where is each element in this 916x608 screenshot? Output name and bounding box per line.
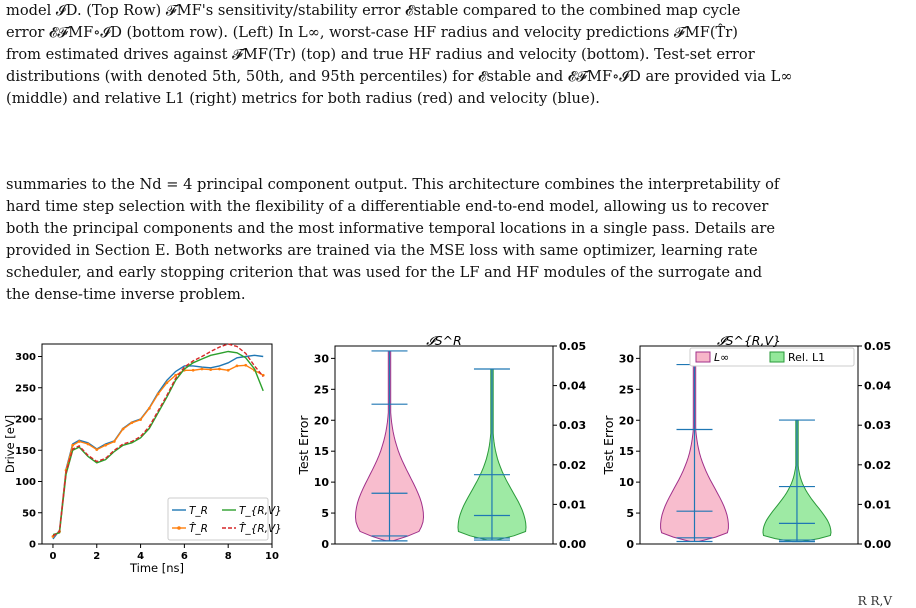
series-point [209, 368, 213, 372]
y-tick-label: 50 [22, 508, 36, 519]
y2-tick-label: 0.03 [864, 419, 891, 432]
y-tick-label: 300 [15, 352, 36, 363]
y-tick-label: 5 [321, 507, 329, 520]
y-tick-label: 0 [626, 538, 634, 551]
paragraph-line: provided in Section E. Both networks are… [6, 242, 758, 259]
legend-label: T̂_R [189, 522, 208, 535]
plot-frame [639, 345, 859, 545]
series-point [191, 368, 195, 372]
y2-tick-label: 0.00 [559, 538, 586, 551]
y-tick-label: 30 [619, 352, 635, 365]
series-point [121, 427, 125, 431]
y2-tick-label: 0.03 [559, 419, 586, 432]
y-tick-label: 15 [619, 445, 634, 458]
series-point [235, 364, 239, 368]
series-point [156, 392, 160, 396]
caption-line: error 𝓔𝓕MF∘𝓘D (bottom row). (Left) In L∞… [6, 24, 738, 41]
x-axis-label: Time [ns] [129, 561, 184, 575]
series-point [95, 448, 99, 452]
y-tick-label: 25 [314, 383, 329, 396]
paragraph-line: the dense-time inverse problem. [6, 286, 246, 303]
series-point [86, 442, 90, 446]
paragraph-line: hard time step selection with the flexib… [6, 198, 769, 215]
y-tick-label: 10 [619, 476, 635, 489]
x-tick-label: 6 [181, 551, 188, 562]
x-tick-label: 4 [137, 551, 144, 562]
chart-title: 𝓘S^R [426, 334, 462, 348]
y2-tick-label: 0.01 [864, 498, 891, 511]
series-point [130, 421, 134, 425]
series-point [71, 443, 75, 447]
series-point [112, 440, 116, 443]
y-tick-label: 5 [626, 507, 634, 520]
y2-tick-label: 0.04 [559, 380, 586, 393]
legend-marker [177, 526, 181, 530]
x-tick-label: 2 [93, 551, 100, 562]
figure-caption: model 𝓘D. (Top Row) 𝓕MF's sensitivity/st… [6, 0, 910, 110]
legend-label-l1: Rel. L1 [788, 351, 825, 364]
series-point [174, 373, 178, 377]
y-tick-label: 20 [314, 414, 330, 427]
x-tick-label: 8 [225, 551, 232, 562]
y-tick-label: 200 [15, 415, 36, 426]
caption-line: from estimated drives against 𝓕MF(Tr) (t… [6, 46, 755, 63]
y-axis-label: Test Error [296, 415, 311, 476]
y-tick-label: 100 [15, 477, 36, 488]
y2-tick-label: 0.01 [559, 498, 586, 511]
y-tick-label: 15 [314, 445, 329, 458]
violin-chart-radius: 𝓘S^R 0 5 10 15 20 25 30 0.00 0.01 0.02 0.03 0.04 0.05… [296, 334, 586, 551]
series-line [52, 350, 264, 536]
y2-tick-label: 0.05 [559, 340, 586, 353]
legend-swatch-l1 [769, 351, 785, 363]
legend-label: T̂_{R,V} [239, 522, 282, 535]
y-tick-label: 10 [314, 476, 330, 489]
y-tick-label: 250 [15, 383, 36, 394]
legend-swatch-linf [695, 351, 711, 363]
y-tick-label: 0 [321, 538, 329, 551]
y-tick-label: 20 [619, 414, 635, 427]
plot-frame [334, 345, 554, 545]
y2-tick-label: 0.04 [864, 380, 891, 393]
legend-label: T_{R,V} [239, 505, 282, 517]
chart-title: 𝓘S^{R,V} [717, 334, 781, 348]
series-point [147, 406, 151, 410]
plot-frame [41, 343, 273, 545]
paragraph-line: summaries to the Nd = 4 principal compon… [6, 176, 780, 193]
violin-chart-radius-velocity: 𝓘S^{R,V} 0 5 10 15 20 25 30 0.00 0.01 0.02 0.03 0.04… [601, 334, 891, 551]
y2-tick-label: 0.00 [864, 538, 891, 551]
paragraph-line: both the principal components and the mo… [6, 220, 776, 237]
series-point [244, 363, 248, 367]
y-tick-label: 30 [314, 352, 330, 365]
legend-box [167, 497, 269, 541]
body-paragraph: summaries to the Nd = 4 principal compon… [6, 174, 910, 306]
paragraph-line: scheduler, and early stopping criterion … [6, 264, 763, 281]
series-line [52, 343, 264, 537]
y2-tick-label: 0.02 [559, 459, 586, 472]
series-point [77, 440, 81, 443]
page-footer-fragment: R R,V [857, 594, 892, 608]
series-point [200, 367, 204, 371]
caption-line: distributions (with denoted 5th, 50th, a… [6, 68, 793, 85]
y-axis-label: Test Error [601, 415, 616, 476]
x-tick-label: 0 [49, 551, 56, 562]
series-line [52, 364, 264, 538]
y-tick-label: 25 [619, 383, 634, 396]
figure-panels: 0 2 4 6 8 10 0 50 100 150 200 250 300 Time [ns] Drive … [0, 334, 916, 584]
caption-line: model 𝓘D. (Top Row) 𝓕MF's sensitivity/st… [6, 2, 741, 19]
y-tick-label: 150 [15, 446, 36, 457]
series-point [165, 381, 169, 385]
series-point [104, 443, 107, 447]
y2-tick-label: 0.02 [864, 459, 891, 472]
series-point [218, 367, 221, 371]
series-point [139, 418, 142, 422]
y-axis-label: Drive [eV] [3, 415, 17, 473]
x-tick-label: 10 [265, 551, 279, 562]
caption-line: (middle) and relative L1 (right) metrics… [6, 90, 600, 107]
series-point [226, 368, 230, 372]
y2-tick-label: 0.05 [864, 340, 891, 353]
y-tick-label: 0 [29, 540, 36, 551]
legend-label: T_R [189, 505, 208, 517]
legend-label-linf: L∞ [714, 351, 729, 364]
